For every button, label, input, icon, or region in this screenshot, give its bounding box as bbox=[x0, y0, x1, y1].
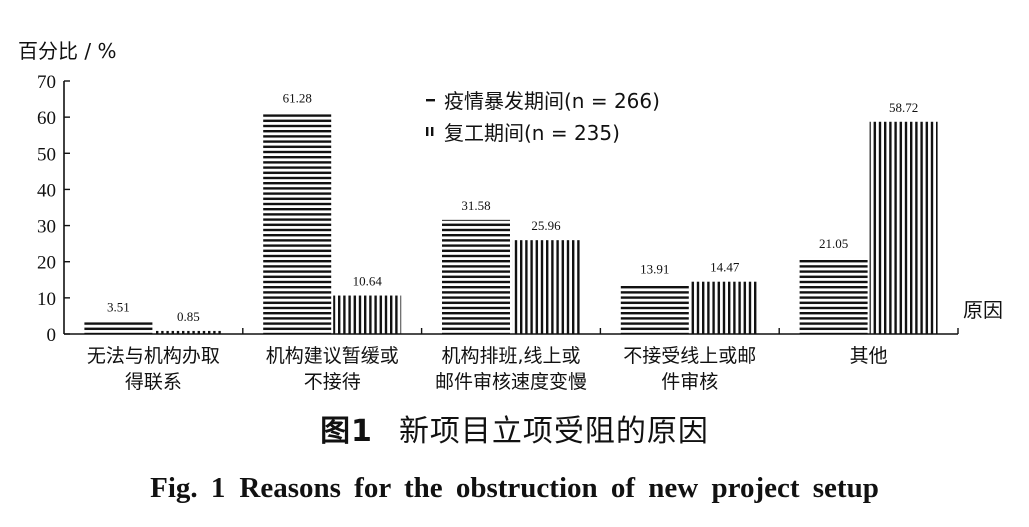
y-tick-label: 0 bbox=[47, 325, 57, 346]
figure-title-en: Reasons for the obstruction of new proje… bbox=[239, 472, 879, 504]
x-axis-title: 原因 bbox=[963, 298, 1003, 322]
data-label: 61.28 bbox=[283, 91, 312, 106]
x-category-label: 件审核 bbox=[661, 371, 718, 393]
x-category-label: 得联系 bbox=[125, 371, 182, 393]
y-tick-label: 50 bbox=[37, 144, 56, 165]
x-category-label: 无法与机构办取 bbox=[87, 345, 220, 367]
bar bbox=[442, 219, 510, 334]
x-category-label: 机构建议暂缓或 bbox=[266, 345, 399, 367]
y-tick-label: 20 bbox=[37, 253, 56, 274]
data-label: 3.51 bbox=[107, 299, 130, 314]
bar bbox=[263, 112, 332, 334]
legend-swatch bbox=[426, 99, 435, 102]
data-label: 0.85 bbox=[177, 309, 200, 324]
bar bbox=[869, 121, 938, 335]
figure-number-cn: 图1 bbox=[320, 414, 373, 449]
legend-label: 疫情暴发期间(n = 266) bbox=[444, 89, 660, 113]
bar bbox=[154, 330, 223, 334]
bar bbox=[84, 321, 153, 334]
legend-swatch bbox=[426, 127, 429, 136]
y-tick-label: 10 bbox=[37, 289, 56, 310]
figure-caption-en: Fig. 1 Reasons for the obstruction of new… bbox=[0, 472, 1029, 505]
x-category-label: 邮件审核速度变慢 bbox=[435, 371, 587, 393]
figure-number-en: Fig. 1 bbox=[150, 472, 226, 504]
x-category-label: 机构排班,线上或 bbox=[441, 345, 580, 367]
figure-title-cn: 新项目立项受阻的原因 bbox=[398, 414, 709, 449]
y-tick-label: 30 bbox=[37, 217, 56, 238]
data-label: 31.58 bbox=[461, 198, 490, 213]
bar-chart: 0 10 20 30 40 50 60 70 百分比 / % 原因 3.51 0.85 无法与机构办取得… bbox=[18, 39, 1003, 393]
data-label: 25.96 bbox=[531, 218, 561, 233]
bar bbox=[620, 283, 689, 334]
data-label: 13.91 bbox=[640, 262, 669, 277]
bar bbox=[333, 295, 402, 334]
y-tick-label: 60 bbox=[37, 108, 56, 129]
data-label: 58.72 bbox=[889, 100, 918, 115]
bar bbox=[690, 281, 759, 334]
x-category-label: 不接受线上或邮 bbox=[623, 345, 756, 367]
data-label: 10.64 bbox=[353, 274, 383, 289]
legend-swatch bbox=[431, 127, 434, 136]
x-category-label: 其他 bbox=[850, 345, 888, 367]
data-label: 14.47 bbox=[710, 260, 740, 275]
y-tick-label: 70 bbox=[37, 72, 56, 93]
bar bbox=[512, 240, 580, 334]
legend-label: 复工期间(n = 235) bbox=[444, 121, 620, 145]
figure-caption-cn: 图1 新项目立项受阻的原因 bbox=[0, 406, 1029, 450]
data-label: 21.05 bbox=[819, 236, 848, 251]
bar bbox=[799, 257, 868, 334]
y-axis-title: 百分比 / % bbox=[18, 39, 116, 63]
x-category-label: 不接待 bbox=[304, 371, 361, 393]
y-tick-label: 40 bbox=[37, 180, 56, 201]
